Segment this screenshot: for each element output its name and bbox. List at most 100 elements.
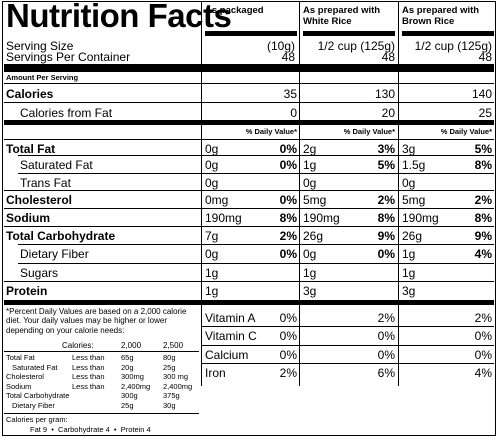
row-divider bbox=[4, 226, 494, 227]
footnote-row-name: Dietary Fiber bbox=[12, 401, 55, 410]
column-heading-white-rice: As prepared with White Rice bbox=[303, 5, 381, 27]
footnote-row-name: Total Fat bbox=[6, 353, 35, 362]
servings-per-container-label: Servings Per Container bbox=[6, 50, 131, 64]
footnote-row-2000: 25g bbox=[121, 401, 134, 410]
footnote-row-2500: 300 mg bbox=[163, 372, 189, 382]
nutrient-amount: 3g bbox=[402, 284, 416, 298]
nutrient-daily-value: 0% bbox=[377, 247, 395, 261]
nutrient-amount: 1g bbox=[205, 284, 219, 298]
servings-white: 48 bbox=[381, 50, 395, 64]
serving-size-brown: 1/2 cup (125g) bbox=[414, 39, 492, 53]
nutrient-amount: 1g bbox=[303, 158, 317, 172]
servings-packaged: 48 bbox=[281, 50, 295, 64]
vitamin-divider bbox=[201, 363, 494, 364]
footnote-row-2000: 2,400mg bbox=[121, 381, 151, 391]
nutrient-daily-value: 0% bbox=[279, 142, 297, 156]
vitamin-value: 0% bbox=[377, 329, 395, 343]
calories-per-gram-label: Calories per gram: bbox=[6, 415, 68, 424]
calories-white: 130 bbox=[374, 87, 395, 101]
nutrient-daily-value: 2% bbox=[377, 193, 395, 207]
nutrient-amount: 0g bbox=[205, 247, 219, 261]
divider bbox=[4, 83, 494, 84]
nutrient-name: Dietary Fiber bbox=[20, 247, 89, 261]
nutrient-name: Saturated Fat bbox=[20, 158, 93, 172]
nutrient-name: Trans Fat bbox=[20, 176, 71, 190]
column-heading-brown-rice: As prepared with Brown Rice bbox=[402, 5, 480, 27]
footnote-row-condition: Less than bbox=[72, 381, 105, 391]
thick-divider-top bbox=[4, 64, 494, 72]
nutrient-amount: 0g bbox=[303, 247, 317, 261]
daily-value-header-3: % Daily Value* bbox=[440, 127, 492, 136]
nutrient-amount: 0g bbox=[303, 176, 317, 190]
vitamin-value: 2% bbox=[474, 311, 492, 325]
column-rule-1 bbox=[201, 1, 202, 386]
nutrient-amount: 0g bbox=[205, 176, 219, 190]
column-rule-3 bbox=[398, 1, 399, 386]
nutrient-amount: 0g bbox=[205, 142, 219, 156]
vitamin-value: 0% bbox=[474, 329, 492, 343]
footnote-text: *Percent Daily Values are based on a 2,0… bbox=[6, 307, 187, 335]
vitamin-value: 6% bbox=[377, 366, 395, 380]
nutrient-amount: 1.5g bbox=[402, 158, 426, 172]
footnote-row-2500: 30g bbox=[163, 401, 176, 410]
cff-packaged: 0 bbox=[290, 106, 297, 120]
nutrient-daily-value: 8% bbox=[377, 211, 395, 225]
vitamin-divider bbox=[201, 326, 494, 327]
nutrient-amount: 0g bbox=[402, 176, 416, 190]
nutrient-daily-value: 5% bbox=[377, 158, 395, 172]
footnote-row-2000: 300mg bbox=[121, 372, 144, 382]
nutrient-amount: 5mg bbox=[402, 193, 426, 207]
vitamin-value: 0% bbox=[279, 348, 297, 362]
nutrient-amount: 1g bbox=[402, 266, 416, 280]
nutrient-amount: 26g bbox=[303, 229, 324, 243]
footnote-row-condition: Less than bbox=[72, 353, 105, 362]
footnote-row-name: Total Carbohydrate bbox=[6, 391, 70, 401]
nutrient-amount: 1g bbox=[402, 247, 416, 261]
nutrient-daily-value: 8% bbox=[474, 211, 492, 225]
nutrient-amount: 190mg bbox=[205, 211, 242, 225]
vitamins-divider bbox=[4, 300, 494, 305]
nutrient-amount: 5mg bbox=[303, 193, 327, 207]
vitamin-name: Vitamin A bbox=[205, 311, 256, 325]
cff-brown: 25 bbox=[478, 106, 492, 120]
footnote-row-2500: 80g bbox=[163, 353, 176, 362]
row-divider bbox=[18, 155, 494, 156]
footnote-calories-label: Calories: bbox=[62, 341, 94, 350]
calories-label: Calories bbox=[6, 87, 54, 101]
calories-from-fat-label: Calories from Fat bbox=[20, 106, 113, 120]
divider bbox=[4, 102, 494, 103]
nutrient-daily-value: 2% bbox=[279, 229, 297, 243]
footnote-row-name: Sodium bbox=[6, 381, 32, 391]
nutrient-daily-value: 9% bbox=[474, 229, 492, 243]
row-divider bbox=[4, 281, 494, 282]
nutrient-amount: 190mg bbox=[402, 211, 439, 225]
heading-bar-1 bbox=[205, 31, 297, 36]
vitamin-value: 0% bbox=[279, 311, 297, 325]
nutrient-amount: 2g bbox=[303, 142, 317, 156]
nutrient-amount: 1g bbox=[205, 266, 219, 280]
nutrient-daily-value: 0% bbox=[279, 193, 297, 207]
footnote-row-2000: 20g bbox=[121, 362, 134, 372]
nutrient-amount: 3g bbox=[303, 284, 317, 298]
nutrient-name: Total Fat bbox=[6, 142, 56, 156]
nutrient-amount: 3g bbox=[402, 142, 416, 156]
nutrient-daily-value: 8% bbox=[279, 211, 297, 225]
nutrient-daily-value: 8% bbox=[474, 158, 492, 172]
row-divider bbox=[4, 139, 494, 140]
amount-per-serving: Amount Per Serving bbox=[6, 73, 79, 82]
footnote-cal-2000: 2,000 bbox=[121, 341, 142, 350]
vitamin-divider bbox=[201, 345, 494, 346]
heading-bar-2 bbox=[303, 31, 395, 36]
footnote-row-condition: Less than bbox=[72, 372, 105, 382]
footnote-row-name: Cholesterol bbox=[6, 372, 44, 382]
footnote-row-name: Saturated Fat bbox=[12, 362, 58, 372]
serving-size-packaged: (10g) bbox=[266, 39, 295, 53]
vitamin-value: 2% bbox=[279, 366, 297, 380]
nutrition-label-frame bbox=[2, 1, 496, 436]
nutrient-daily-value: 4% bbox=[474, 247, 492, 261]
column-rule-2 bbox=[299, 1, 300, 386]
row-divider bbox=[18, 244, 494, 245]
nutrient-daily-value: 2% bbox=[474, 193, 492, 207]
nutrient-amount: 0mg bbox=[205, 193, 229, 207]
vitamin-value: 4% bbox=[474, 366, 492, 380]
